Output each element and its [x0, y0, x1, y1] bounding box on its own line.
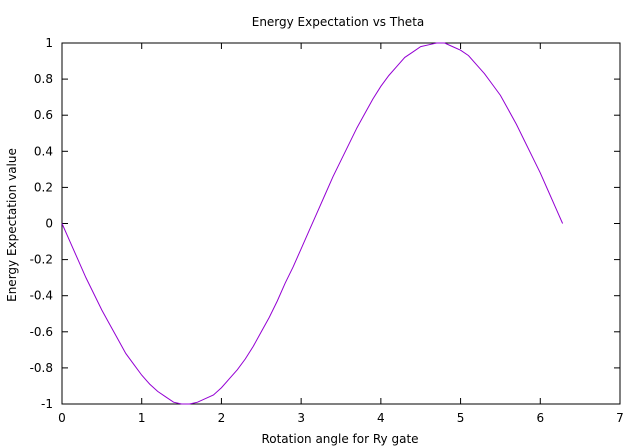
y-tick-label: -0.6 [30, 325, 53, 339]
x-tick-label: 6 [536, 411, 544, 425]
y-tick-label: 0.2 [34, 180, 53, 194]
x-tick-label: 7 [616, 411, 624, 425]
y-tick-label: 0.6 [34, 108, 53, 122]
y-tick-label: -0.8 [30, 361, 53, 375]
x-tick-label: 5 [457, 411, 465, 425]
y-tick-label: 0 [45, 217, 53, 231]
x-tick-label: 1 [138, 411, 146, 425]
y-tick-label: 0.8 [34, 72, 53, 86]
plot-area-border [61, 42, 621, 405]
x-tick-label: 0 [58, 411, 66, 425]
y-axis-ticks: -1 -0.8 -0.6 -0.4 -0.2 0 0.2 0.4 0.6 0.8 1 [30, 36, 620, 411]
x-axis-label: Rotation angle for Ry gate [261, 432, 418, 446]
y-tick-label: 0.4 [34, 144, 53, 158]
y-tick-label: -0.4 [30, 289, 53, 303]
x-tick-label: 4 [377, 411, 385, 425]
x-tick-label: 3 [297, 411, 305, 425]
series-line [61, 42, 564, 405]
y-tick-label: -1 [41, 397, 53, 411]
x-tick-label: 2 [218, 411, 226, 425]
y-tick-label: -0.2 [30, 253, 53, 267]
y-axis-label: Energy Expectation value [5, 148, 19, 302]
chart-title: Energy Expectation vs Theta [252, 15, 425, 29]
x-axis-ticks: 0 1 2 3 4 5 6 7 [58, 43, 624, 425]
y-tick-label: 1 [45, 36, 53, 50]
